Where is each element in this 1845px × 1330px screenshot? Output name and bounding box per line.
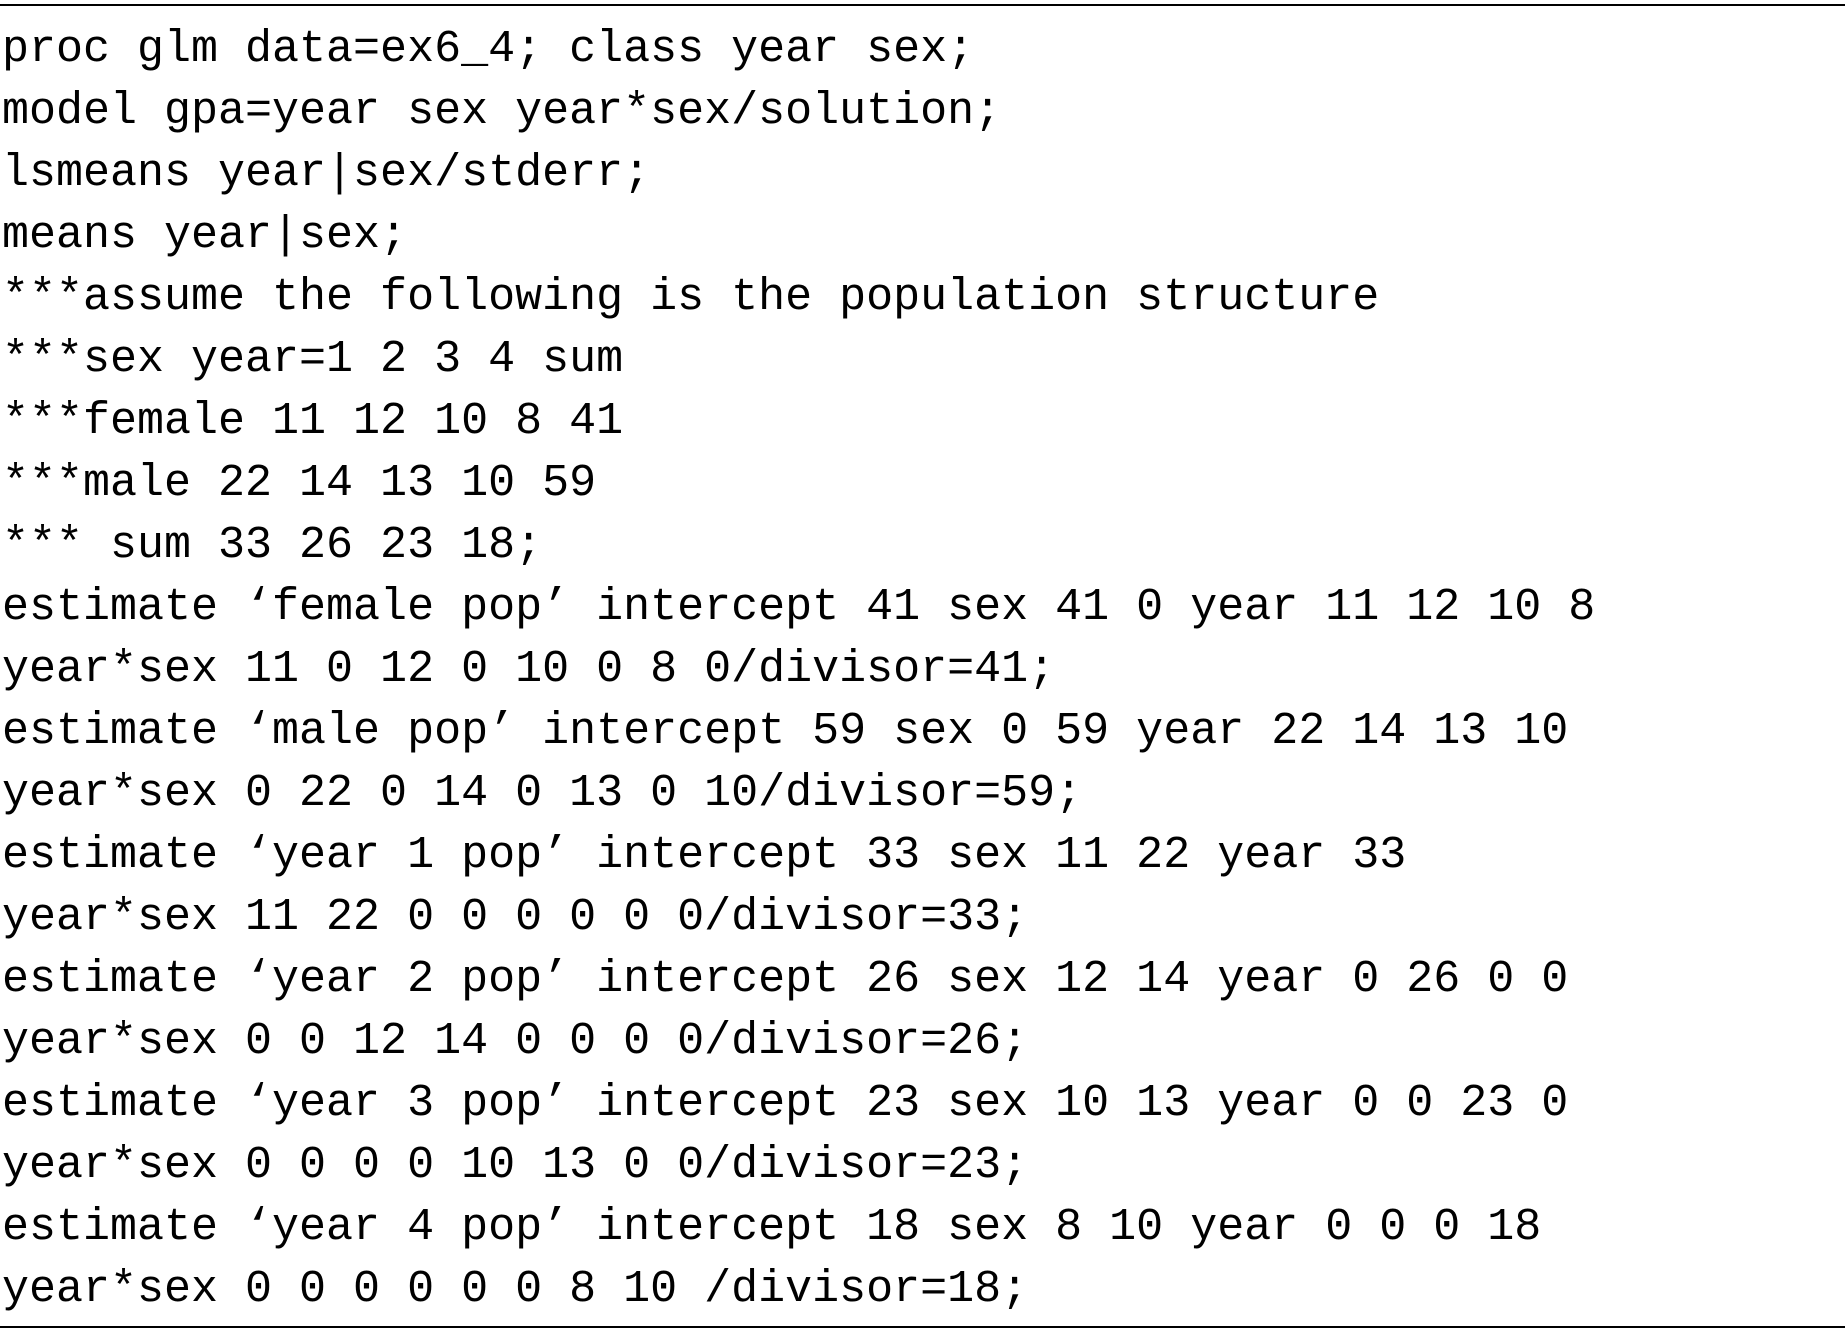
code-line: estimate ‘year 4 pop’ intercept 18 sex 8… xyxy=(2,1202,1542,1253)
code-line: means year|sex; xyxy=(2,210,408,261)
code-line: year*sex 0 0 0 0 0 0 8 10 /divisor=18; xyxy=(2,1264,1029,1315)
code-line: ***male 22 14 13 10 59 xyxy=(2,458,597,509)
code-line: model gpa=year sex year*sex/solution; xyxy=(2,86,1002,137)
code-line: estimate ‘female pop’ intercept 41 sex 4… xyxy=(2,582,1596,633)
code-line: year*sex 11 22 0 0 0 0 0 0/divisor=33; xyxy=(2,892,1029,943)
code-line: year*sex 0 0 0 0 10 13 0 0/divisor=23; xyxy=(2,1140,1029,1191)
code-line: proc glm data=ex6_4; class year sex; xyxy=(2,24,975,75)
code-line: ***assume the following is the populatio… xyxy=(2,272,1380,323)
top-rule xyxy=(0,4,1845,6)
code-line: lsmeans year|sex/stderr; xyxy=(2,148,651,199)
code-line: estimate ‘year 3 pop’ intercept 23 sex 1… xyxy=(2,1078,1569,1129)
code-line: ***female 11 12 10 8 41 xyxy=(2,396,624,447)
code-line: year*sex 0 22 0 14 0 13 0 10/divisor=59; xyxy=(2,768,1083,819)
code-line: estimate ‘year 2 pop’ intercept 26 sex 1… xyxy=(2,954,1569,1005)
code-line: year*sex 0 0 12 14 0 0 0 0/divisor=26; xyxy=(2,1016,1029,1067)
code-block: proc glm data=ex6_4; class year sex; mode… xyxy=(2,19,1595,1321)
code-line: year*sex 11 0 12 0 10 0 8 0/divisor=41; xyxy=(2,644,1056,695)
code-line: estimate ‘male pop’ intercept 59 sex 0 5… xyxy=(2,706,1569,757)
code-line: ***sex year=1 2 3 4 sum xyxy=(2,334,624,385)
code-line: *** sum 33 26 23 18; xyxy=(2,520,543,571)
code-line: estimate ‘year 1 pop’ intercept 33 sex 1… xyxy=(2,830,1407,881)
bottom-rule xyxy=(0,1326,1845,1328)
